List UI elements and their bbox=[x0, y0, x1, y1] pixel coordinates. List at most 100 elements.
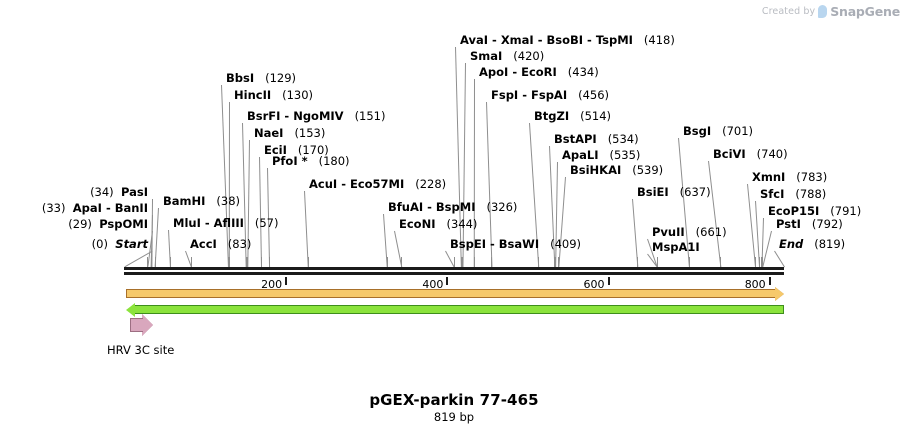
enzyme-position: (180) bbox=[318, 154, 350, 168]
enzyme-position: (409) bbox=[550, 237, 582, 251]
enzyme-label-sfci[interactable]: SfcI (788) bbox=[760, 188, 826, 200]
leader-line-end bbox=[774, 250, 785, 268]
ruler-label-800: 800 bbox=[744, 278, 766, 291]
enzyme-label-btgzi[interactable]: BtgZI (514) bbox=[534, 110, 611, 122]
leader-line-ecii bbox=[259, 156, 262, 268]
enzyme-label-bamhi[interactable]: BamHI (38) bbox=[163, 195, 240, 207]
enzyme-name: AccI bbox=[190, 237, 217, 251]
enzyme-label-avai[interactable]: AvaI - XmaI - BsoBI - TspMI (418) bbox=[460, 34, 675, 46]
cut-tick-acui bbox=[307, 257, 309, 267]
enzyme-position: (34) bbox=[90, 185, 114, 199]
page-title: pGEX-parkin 77-465 bbox=[369, 391, 539, 409]
enzyme-name: BamHI bbox=[163, 194, 206, 208]
enzyme-name: Eco57MI bbox=[349, 177, 405, 191]
enzyme-position: (637) bbox=[679, 185, 711, 199]
cut-tick-mlui bbox=[169, 257, 171, 267]
enzyme-label-bsrfi[interactable]: BsrFI - NgoMIV (151) bbox=[247, 110, 386, 122]
hrv-3c-arrow-body bbox=[130, 318, 143, 332]
enzyme-position: (788) bbox=[795, 187, 827, 201]
cut-tick-pspomi bbox=[147, 257, 149, 267]
enzyme-position: (539) bbox=[632, 163, 664, 177]
enzyme-label-bsiei[interactable]: BsiEI (637) bbox=[637, 186, 711, 198]
enzyme-position: (701) bbox=[722, 124, 754, 138]
enzyme-position: (38) bbox=[216, 194, 240, 208]
enzyme-position: (819) bbox=[814, 237, 846, 251]
enzyme-name: BbsI bbox=[226, 71, 255, 85]
enzyme-position: (57) bbox=[254, 216, 279, 230]
enzyme-position: (792) bbox=[811, 217, 843, 231]
name-separator: - bbox=[280, 109, 294, 123]
enzyme-label-apai[interactable]: (33) ApaI - BanII bbox=[42, 202, 148, 214]
enzyme-name: FspAI bbox=[531, 88, 568, 102]
enzyme-label-hincii[interactable]: HincII (130) bbox=[234, 89, 313, 101]
enzyme-position: (29) bbox=[68, 217, 92, 231]
enzyme-name: EcoNI bbox=[399, 217, 436, 231]
watermark-prefix: Created by bbox=[761, 6, 816, 17]
enzyme-position: (344) bbox=[446, 217, 478, 231]
enzyme-position: (791) bbox=[830, 204, 862, 218]
enzyme-label-econi[interactable]: EcoNI (344) bbox=[399, 218, 477, 230]
enzyme-label-pfoi[interactable]: PfoI * (180) bbox=[272, 155, 350, 167]
cut-tick-bcivi bbox=[720, 257, 722, 267]
enzyme-label-bspei[interactable]: BspEI - BsaWI (409) bbox=[450, 238, 581, 250]
cut-tick-pfoi bbox=[269, 257, 271, 267]
cut-tick-pasi bbox=[151, 257, 153, 267]
enzyme-label-bfuai[interactable]: BfuAI - BspMI (326) bbox=[388, 201, 517, 213]
enzyme-position: (535) bbox=[609, 148, 641, 162]
enzyme-label-end[interactable]: End (819) bbox=[779, 238, 845, 250]
enzyme-position: (326) bbox=[486, 200, 518, 214]
name-separator: - bbox=[101, 201, 115, 215]
enzyme-position: (534) bbox=[607, 132, 639, 146]
enzyme-label-pasi[interactable]: (34) PasI bbox=[90, 186, 148, 198]
enzyme-position: (228) bbox=[415, 177, 447, 191]
enzyme-label-ecii[interactable]: EciI (170) bbox=[264, 144, 329, 156]
cut-tick-bamhi bbox=[154, 257, 156, 267]
cut-tick-apali bbox=[555, 257, 557, 267]
enzyme-name: AvaI bbox=[460, 33, 489, 47]
enzyme-name: SmaI bbox=[470, 49, 503, 63]
enzyme-position: (0) bbox=[91, 237, 108, 251]
enzyme-name: EciI bbox=[264, 143, 287, 157]
enzyme-label-bsihkai[interactable]: BsiHKAI (539) bbox=[570, 164, 663, 176]
enzyme-name: FspI bbox=[491, 88, 519, 102]
enzyme-name: PfoI * bbox=[272, 154, 308, 168]
enzyme-name: BsiHKAI bbox=[570, 163, 622, 177]
enzyme-label-pvuii[interactable]: PvuII (661) bbox=[652, 226, 727, 238]
enzyme-name: BsrFI bbox=[247, 109, 281, 123]
enzyme-label-bcivi[interactable]: BciVI (740) bbox=[713, 148, 788, 160]
leader-line-psti bbox=[762, 230, 772, 268]
orange-feature-arrow[interactable] bbox=[126, 286, 784, 301]
enzyme-label-bsgi[interactable]: BsgI (701) bbox=[683, 125, 753, 137]
leader-line-xmni bbox=[747, 183, 756, 268]
name-separator: - bbox=[583, 33, 596, 47]
enzyme-label-smai[interactable]: SmaI (420) bbox=[470, 50, 544, 62]
enzyme-name: XmaI bbox=[500, 33, 534, 47]
enzyme-label-naei[interactable]: NaeI (153) bbox=[254, 127, 325, 139]
enzyme-name: ApaI bbox=[72, 201, 102, 215]
enzyme-label-mspa1i[interactable]: MspA1I bbox=[652, 241, 700, 253]
ruler-label-400: 400 bbox=[422, 278, 444, 291]
enzyme-label-apali[interactable]: ApaLI (535) bbox=[562, 149, 640, 161]
ruler-tick-800 bbox=[768, 277, 771, 285]
enzyme-position: (83) bbox=[227, 237, 252, 251]
enzyme-label-acci[interactable]: AccI (83) bbox=[190, 238, 251, 250]
enzyme-name: PvuII bbox=[652, 225, 685, 239]
green-feature-arrow[interactable] bbox=[126, 302, 784, 317]
enzyme-label-acui[interactable]: AcuI - Eco57MI (228) bbox=[309, 178, 446, 190]
snapgene-logo-icon bbox=[818, 5, 828, 18]
enzyme-label-psti[interactable]: PstI (792) bbox=[776, 218, 843, 230]
enzyme-label-xmni[interactable]: XmnI (783) bbox=[752, 171, 827, 183]
enzyme-name: BciVI bbox=[713, 147, 746, 161]
enzyme-label-bbsi[interactable]: BbsI (129) bbox=[226, 72, 296, 84]
enzyme-label-start[interactable]: (0) Start bbox=[92, 238, 148, 250]
enzyme-label-bstapi[interactable]: BstAPI (534) bbox=[554, 133, 639, 145]
enzyme-label-pspomi[interactable]: (29) PspOMI bbox=[68, 218, 148, 230]
enzyme-label-apoi[interactable]: ApoI - EcoRI (434) bbox=[479, 66, 599, 78]
enzyme-label-mlui[interactable]: MluI - AflIII (57) bbox=[173, 217, 278, 229]
cut-tick-bsgi bbox=[688, 257, 690, 267]
enzyme-label-fspi[interactable]: FspI - FspAI (456) bbox=[491, 89, 609, 101]
cut-tick-bstapi bbox=[554, 257, 556, 267]
enzyme-position: (151) bbox=[354, 109, 386, 123]
enzyme-label-ecop15i[interactable]: EcoP15I (791) bbox=[768, 205, 861, 217]
hrv-3c-site-arrow[interactable] bbox=[130, 314, 154, 336]
